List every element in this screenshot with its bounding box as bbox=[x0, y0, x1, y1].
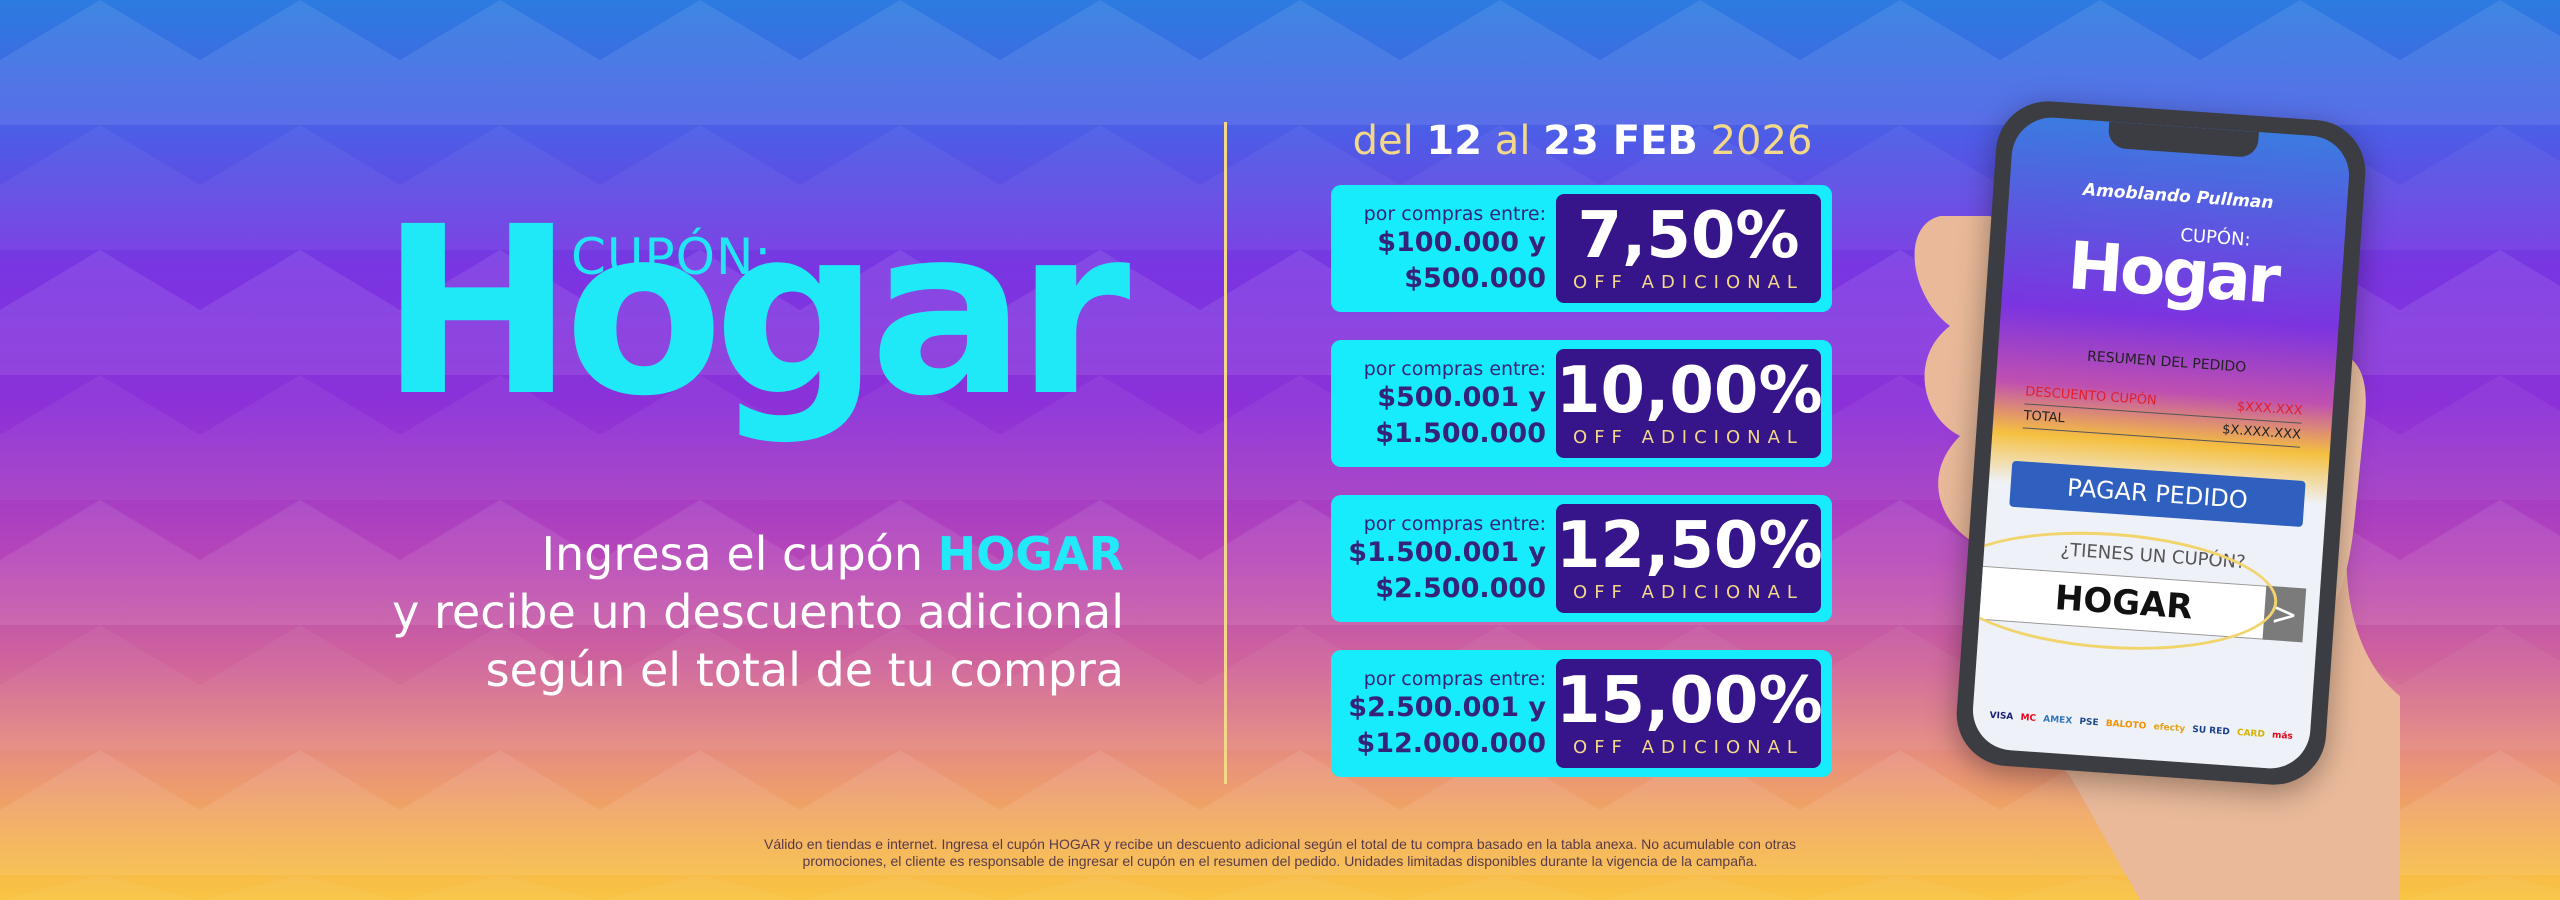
phone: Amoblando Pullman CUPÓN: Hogar RESUMEN D… bbox=[1953, 97, 2369, 789]
date-al: al bbox=[1482, 118, 1544, 164]
date-del: del bbox=[1352, 118, 1427, 164]
disclaimer: Válido en tiendas e internet. Ingresa el… bbox=[680, 836, 1880, 870]
tier-discount: 7,50% bbox=[1577, 199, 1800, 273]
tier-discount-box: 10,00% OFF ADICIONAL bbox=[1556, 349, 1823, 458]
tier-max: $1.500.000 bbox=[1375, 418, 1546, 449]
payment-logo: VISA bbox=[1989, 710, 2014, 723]
chevron-band bbox=[0, 750, 2560, 875]
tier-suffix: OFF ADICIONAL bbox=[1573, 427, 1804, 448]
payment-logo: PSE bbox=[2078, 716, 2099, 729]
tier-label: por compras entre: bbox=[1363, 668, 1546, 690]
promo-line2: y recibe un descuento adicional bbox=[392, 585, 1124, 639]
tier-max: $2.500.000 bbox=[1375, 573, 1546, 604]
tier-min: $2.500.001 y bbox=[1348, 692, 1546, 723]
chevron-band bbox=[0, 875, 2560, 900]
payment-logo: AMEX bbox=[2042, 714, 2073, 727]
discount-tier: por compras entre: $500.001 y $1.500.000… bbox=[1331, 340, 1832, 467]
tier-label: por compras entre: bbox=[1363, 358, 1546, 380]
tier-discount: 12,50% bbox=[1556, 509, 1823, 583]
tier-min: $100.000 y bbox=[1377, 227, 1546, 258]
discount-tier: por compras entre: $2.500.001 y $12.000.… bbox=[1331, 650, 1832, 777]
discount-tier: por compras entre: $1.500.001 y $2.500.0… bbox=[1331, 495, 1832, 622]
tier-discount: 10,00% bbox=[1556, 354, 1823, 428]
coupon-title: Hogar bbox=[380, 177, 1131, 447]
chevron-band bbox=[0, 0, 2560, 125]
chevron-band bbox=[0, 125, 2560, 250]
discount-tier: por compras entre: $100.000 y $500.000 7… bbox=[1331, 185, 1832, 312]
disclaimer-line1: Válido en tiendas e internet. Ingresa el… bbox=[764, 836, 1796, 852]
highlight-circle bbox=[1970, 521, 2282, 661]
brand-logos: Amoblando Pullman bbox=[2082, 179, 2275, 214]
tier-range: por compras entre: $2.500.001 y $12.000.… bbox=[1331, 668, 1546, 762]
tier-discount-box: 12,50% OFF ADICIONAL bbox=[1556, 504, 1823, 613]
date-year: 2026 bbox=[1697, 118, 1813, 164]
chevron-band bbox=[0, 375, 2560, 500]
promo-description: Ingresa el cupón HOGAR y recibe un descu… bbox=[392, 525, 1124, 699]
phone-notch bbox=[2107, 121, 2259, 159]
total-value: $X.XXX.XXX bbox=[2221, 422, 2302, 443]
cupon-label: CUPÓN: bbox=[571, 228, 773, 286]
date-start: 12 bbox=[1426, 118, 1483, 164]
payment-logo: más bbox=[2271, 730, 2294, 742]
pay-order-button[interactable]: PAGAR PEDIDO bbox=[2009, 460, 2306, 528]
tier-label: por compras entre: bbox=[1363, 203, 1546, 225]
tier-max: $500.000 bbox=[1404, 263, 1546, 294]
order-summary-title: RESUMEN DEL PEDIDO bbox=[2086, 348, 2247, 376]
date-end: 23 FEB bbox=[1543, 118, 1698, 164]
tier-suffix: OFF ADICIONAL bbox=[1573, 737, 1804, 758]
tier-range: por compras entre: $500.001 y $1.500.000 bbox=[1331, 358, 1546, 452]
promo-code: HOGAR bbox=[937, 527, 1124, 581]
discount-value: $XXX.XXX bbox=[2236, 399, 2304, 419]
tier-range: por compras entre: $1.500.001 y $2.500.0… bbox=[1331, 513, 1546, 607]
payment-logo: SU RED bbox=[2191, 724, 2231, 738]
chevron-band bbox=[0, 500, 2560, 625]
payment-logo: efecty bbox=[2153, 722, 2186, 735]
tier-discount-box: 15,00% OFF ADICIONAL bbox=[1556, 659, 1823, 768]
date-range: del 12 al 23 FEB 2026 bbox=[1330, 118, 1835, 164]
payment-logo: BALOTO bbox=[2105, 718, 2147, 732]
tier-min: $500.001 y bbox=[1377, 382, 1546, 413]
tier-discount: 15,00% bbox=[1556, 664, 1823, 738]
payment-logo: CARD bbox=[2236, 728, 2266, 740]
total-label: TOTAL bbox=[2023, 408, 2066, 427]
tier-label: por compras entre: bbox=[1363, 513, 1546, 535]
payment-logo: MC bbox=[2020, 712, 2037, 724]
tier-max: $12.000.000 bbox=[1356, 728, 1546, 759]
phone-in-hand: Amoblando Pullman CUPÓN: Hogar RESUMEN D… bbox=[1880, 96, 2400, 900]
discount-label: DESCUENTO CUPÓN bbox=[2024, 384, 2158, 409]
tier-min: $1.500.001 y bbox=[1348, 537, 1546, 568]
phone-screen: Amoblando Pullman CUPÓN: Hogar RESUMEN D… bbox=[1970, 114, 2352, 772]
payment-methods: VISA MC AMEX PSE BALOTO efecty SU RED CARD más bbox=[1986, 709, 2296, 745]
tier-discount-box: 7,50% OFF ADICIONAL bbox=[1556, 194, 1821, 303]
divider bbox=[1224, 122, 1227, 784]
promo-line1: Ingresa el cupón bbox=[541, 527, 938, 581]
chevron-band bbox=[0, 625, 2560, 750]
tier-suffix: OFF ADICIONAL bbox=[1573, 272, 1804, 293]
tier-range: por compras entre: $100.000 y $500.000 bbox=[1331, 203, 1546, 297]
tier-suffix: OFF ADICIONAL bbox=[1573, 582, 1804, 603]
disclaimer-line2: promociones, el cliente es responsable d… bbox=[802, 853, 1758, 869]
promo-line3: según el total de tu compra bbox=[485, 643, 1124, 697]
